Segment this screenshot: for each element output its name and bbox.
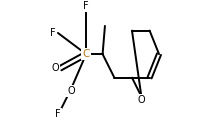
Text: F: F (55, 109, 61, 119)
Text: O: O (67, 86, 75, 96)
Text: O: O (52, 63, 59, 73)
Text: C: C (82, 49, 90, 59)
Text: F: F (50, 28, 56, 38)
Text: O: O (138, 95, 145, 105)
Text: F: F (83, 1, 89, 11)
